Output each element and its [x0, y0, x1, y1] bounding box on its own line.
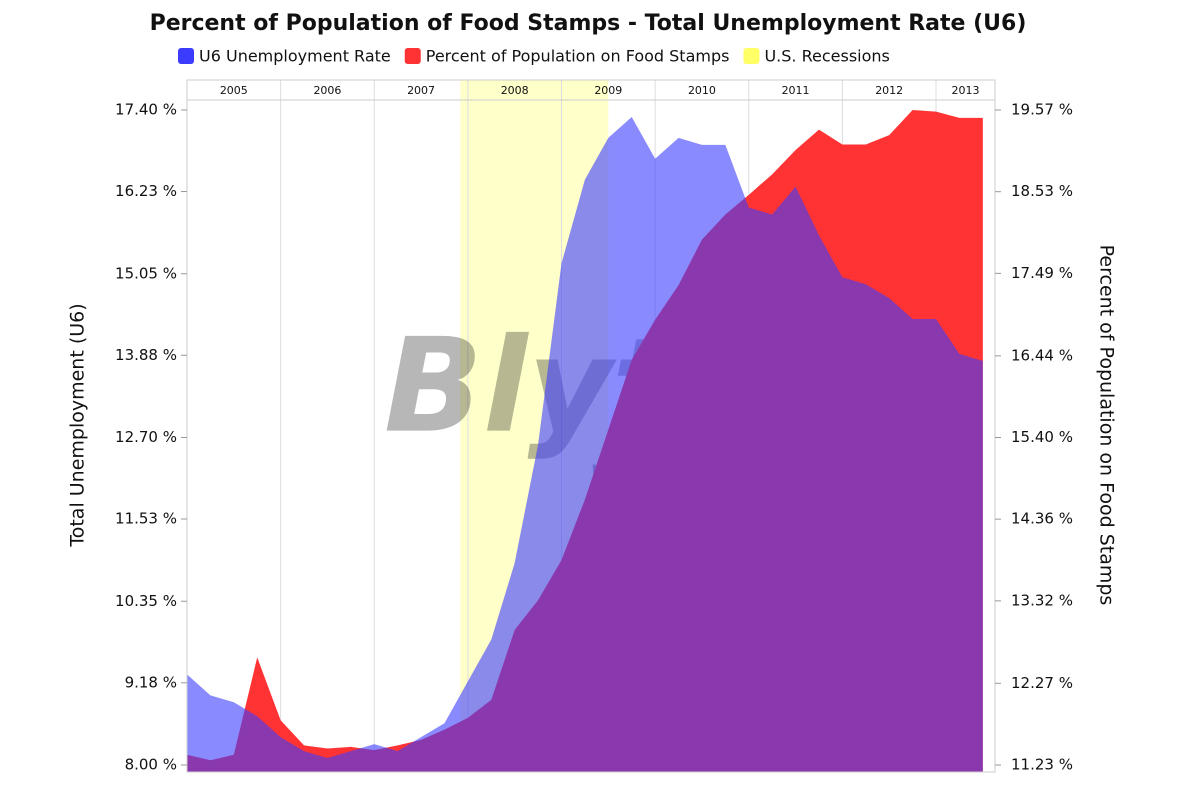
y2-axis-title: Percent of Population on Food Stamps [1096, 245, 1118, 606]
x-tick-label: 2011 [782, 84, 810, 97]
y-tick-label: 17.40 % [115, 101, 177, 119]
y2-tick-label: 12.27 % [1011, 674, 1073, 692]
y2-tick-label: 13.32 % [1011, 591, 1073, 609]
chart-title: Percent of Population of Food Stamps - T… [150, 11, 1027, 36]
x-tick-label: 2010 [688, 84, 716, 97]
y-tick-label: 12.70 % [115, 428, 177, 446]
legend-label: U6 Unemployment Rate [199, 47, 391, 66]
legend-swatch [404, 48, 421, 64]
y2-tick-label: 18.53 % [1011, 182, 1073, 200]
y-tick-label: 9.18 % [125, 673, 177, 691]
y-tick-label: 15.05 % [115, 264, 177, 282]
x-tick-label: 2012 [875, 84, 903, 97]
y-tick-label: 8.00 % [125, 756, 177, 774]
y2-tick-label: 16.44 % [1011, 346, 1073, 364]
x-tick-label: 2007 [407, 84, 435, 97]
x-tick-label: 2005 [220, 84, 248, 97]
y2-tick-label: 17.49 % [1011, 264, 1073, 282]
plot-frame [186, 79, 996, 773]
legend: U6 Unemployment Rate Percent of Populatio… [178, 47, 890, 66]
legend-swatch [178, 48, 194, 64]
y-tick-label: 13.88 % [115, 346, 177, 364]
y2-tick-label: 15.40 % [1011, 428, 1073, 446]
x-tick-label: 2008 [501, 84, 529, 97]
x-tick-label: 2009 [594, 84, 622, 97]
legend-label: Percent of Population on Food Stamps [426, 47, 730, 66]
area [187, 116, 983, 773]
x-tick-label: 2013 [952, 84, 980, 97]
x-tick-label: 2006 [313, 84, 341, 97]
y2-tick-label: 19.57 % [1011, 101, 1073, 119]
legend-label: U.S. Recessions [764, 47, 889, 66]
legend-swatch [743, 48, 760, 64]
y-tick-label: 16.23 % [115, 182, 177, 200]
y-axis-title: Total Unemployment (U6) [67, 303, 89, 547]
y-tick-label: 10.35 % [115, 592, 177, 610]
y2-tick-label: 11.23 % [1011, 756, 1073, 774]
y2-tick-label: 14.36 % [1011, 510, 1073, 528]
y-tick-label: 11.53 % [115, 510, 177, 528]
